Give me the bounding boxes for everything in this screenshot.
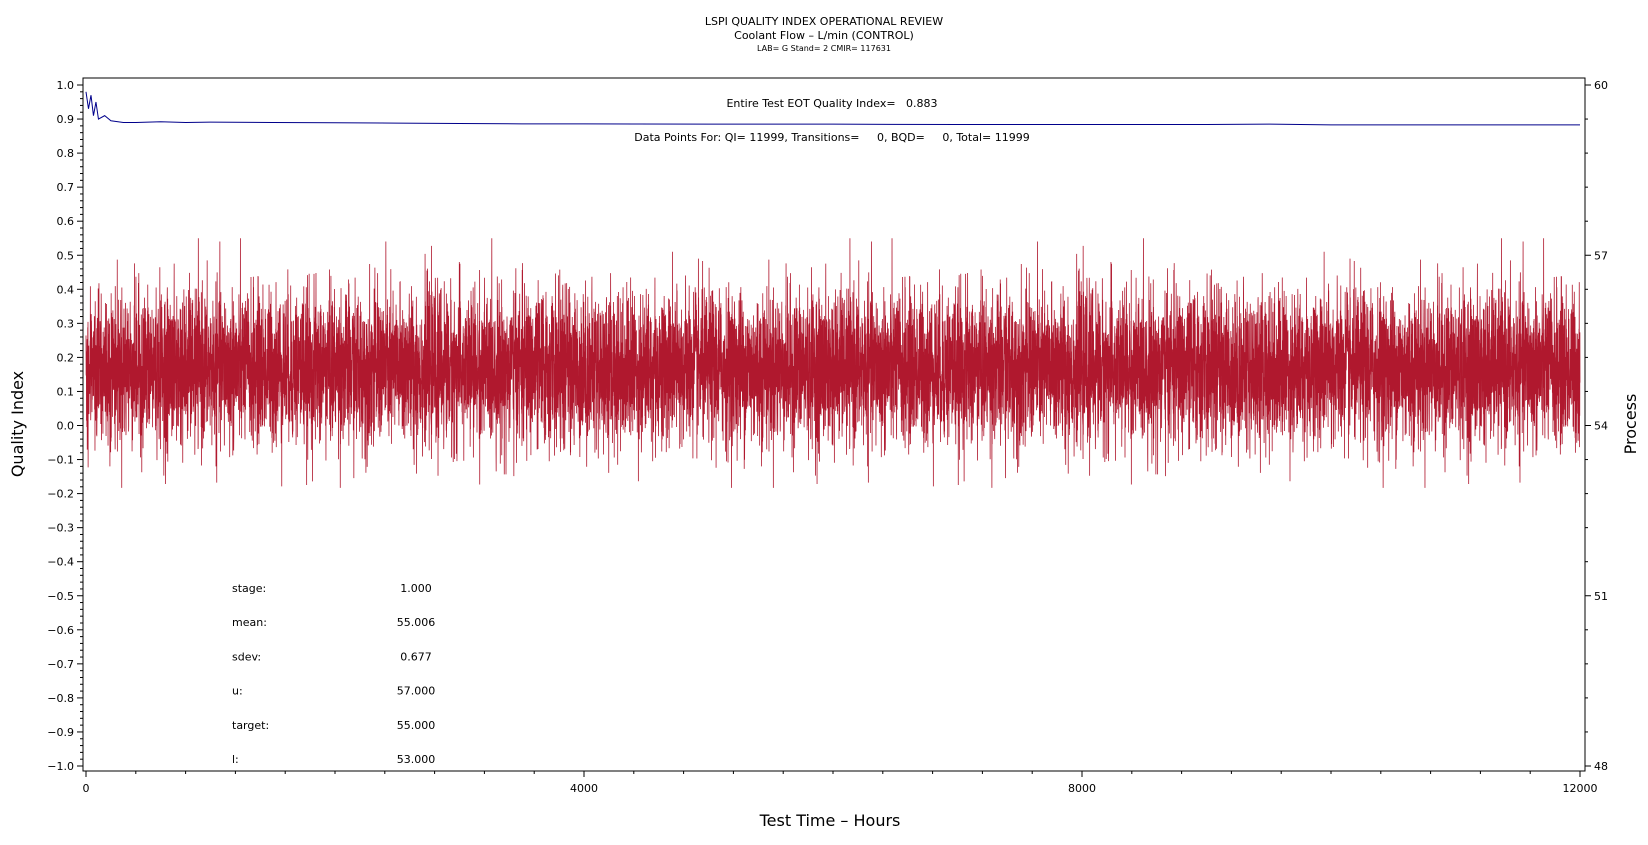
y-tick-label: 0.3 [57,317,75,330]
stat-label: target: [232,719,269,732]
chart-subtitle-lab: LAB= G Stand= 2 CMIR= 117631 [757,44,891,53]
y-tick-label: −0.4 [47,556,74,569]
y-axis-right: 60 57 54 51 48 [1585,79,1608,773]
x-axis-label: Test Time – Hours [759,811,901,830]
stat-label: u: [232,685,243,698]
y-tick-label: −0.8 [47,692,74,705]
y-tick-label: −0.3 [47,522,74,535]
x-tick-label: 0 [83,782,90,795]
stat-label: stage: [232,582,266,595]
y2-tick-label: 51 [1594,590,1608,603]
y-tick-label: −0.2 [47,488,74,501]
process-series [85,238,1581,488]
y-axis-left: 1.0 0.9 0.8 0.7 0.6 0.5 0.4 0.3 0.2 0.1 0.0 −0.1 −0.… [47,79,83,773]
y-tick-label: −0.6 [47,624,74,637]
stat-value: 53.000 [397,753,436,766]
y-tick-label: 0.8 [57,147,75,160]
x-tick-label: 8000 [1068,782,1096,795]
stat-label: l: [232,753,239,766]
y-tick-label: 0.0 [57,420,75,433]
stat-value: 0.677 [400,650,432,663]
y-tick-label: 1.0 [57,79,75,92]
y-tick-label: 0.5 [57,249,75,262]
stat-value: 55.006 [397,616,436,629]
stat-value: 1.000 [400,582,432,595]
y-tick-label: 0.1 [57,385,75,398]
x-tick-label: 4000 [570,782,598,795]
quality-index-line [85,91,1580,126]
y2-tick-label: 54 [1594,420,1608,433]
x-axis: 0 4000 8000 12000 [83,771,1598,795]
y-tick-label: 0.4 [57,283,75,296]
stat-value: 57.000 [397,685,436,698]
stat-label: sdev: [232,650,261,663]
y-tick-label: −0.7 [47,658,74,671]
y-tick-label: 0.2 [57,351,75,364]
y-tick-label: −0.1 [47,454,74,467]
chart-subtitle: Coolant Flow – L/min (CONTROL) [734,29,914,42]
y-axis-label: Quality Index [8,371,27,477]
y2-tick-label: 57 [1594,249,1608,262]
x-tick-label: 12000 [1563,782,1598,795]
plot-area [82,77,1586,772]
y-tick-label: −1.0 [47,760,74,773]
stats-table: stage: 1.000 mean: 55.006 sdev: 0.677 u: 57.000… [232,582,435,766]
eot-quality-index-annotation: Entire Test EOT Quality Index= 0.883 [726,97,937,110]
stat-label: mean: [232,616,267,629]
y-tick-label: 0.7 [57,181,75,194]
process-line [85,238,1581,488]
y-tick-label: −0.5 [47,590,74,603]
y2-tick-label: 60 [1594,79,1608,92]
y2-tick-label: 48 [1594,760,1608,773]
y-tick-label: 0.6 [57,215,75,228]
data-points-annotation: Data Points For: QI= 11999, Transitions=… [634,131,1029,144]
quality-index-series [85,91,1580,126]
y2-axis-label: Process [1621,394,1640,455]
y-tick-label: −0.9 [47,726,74,739]
stat-value: 55.000 [397,719,436,732]
y-tick-label: 0.9 [57,113,75,126]
chart-title: LSPI QUALITY INDEX OPERATIONAL REVIEW [705,15,943,28]
